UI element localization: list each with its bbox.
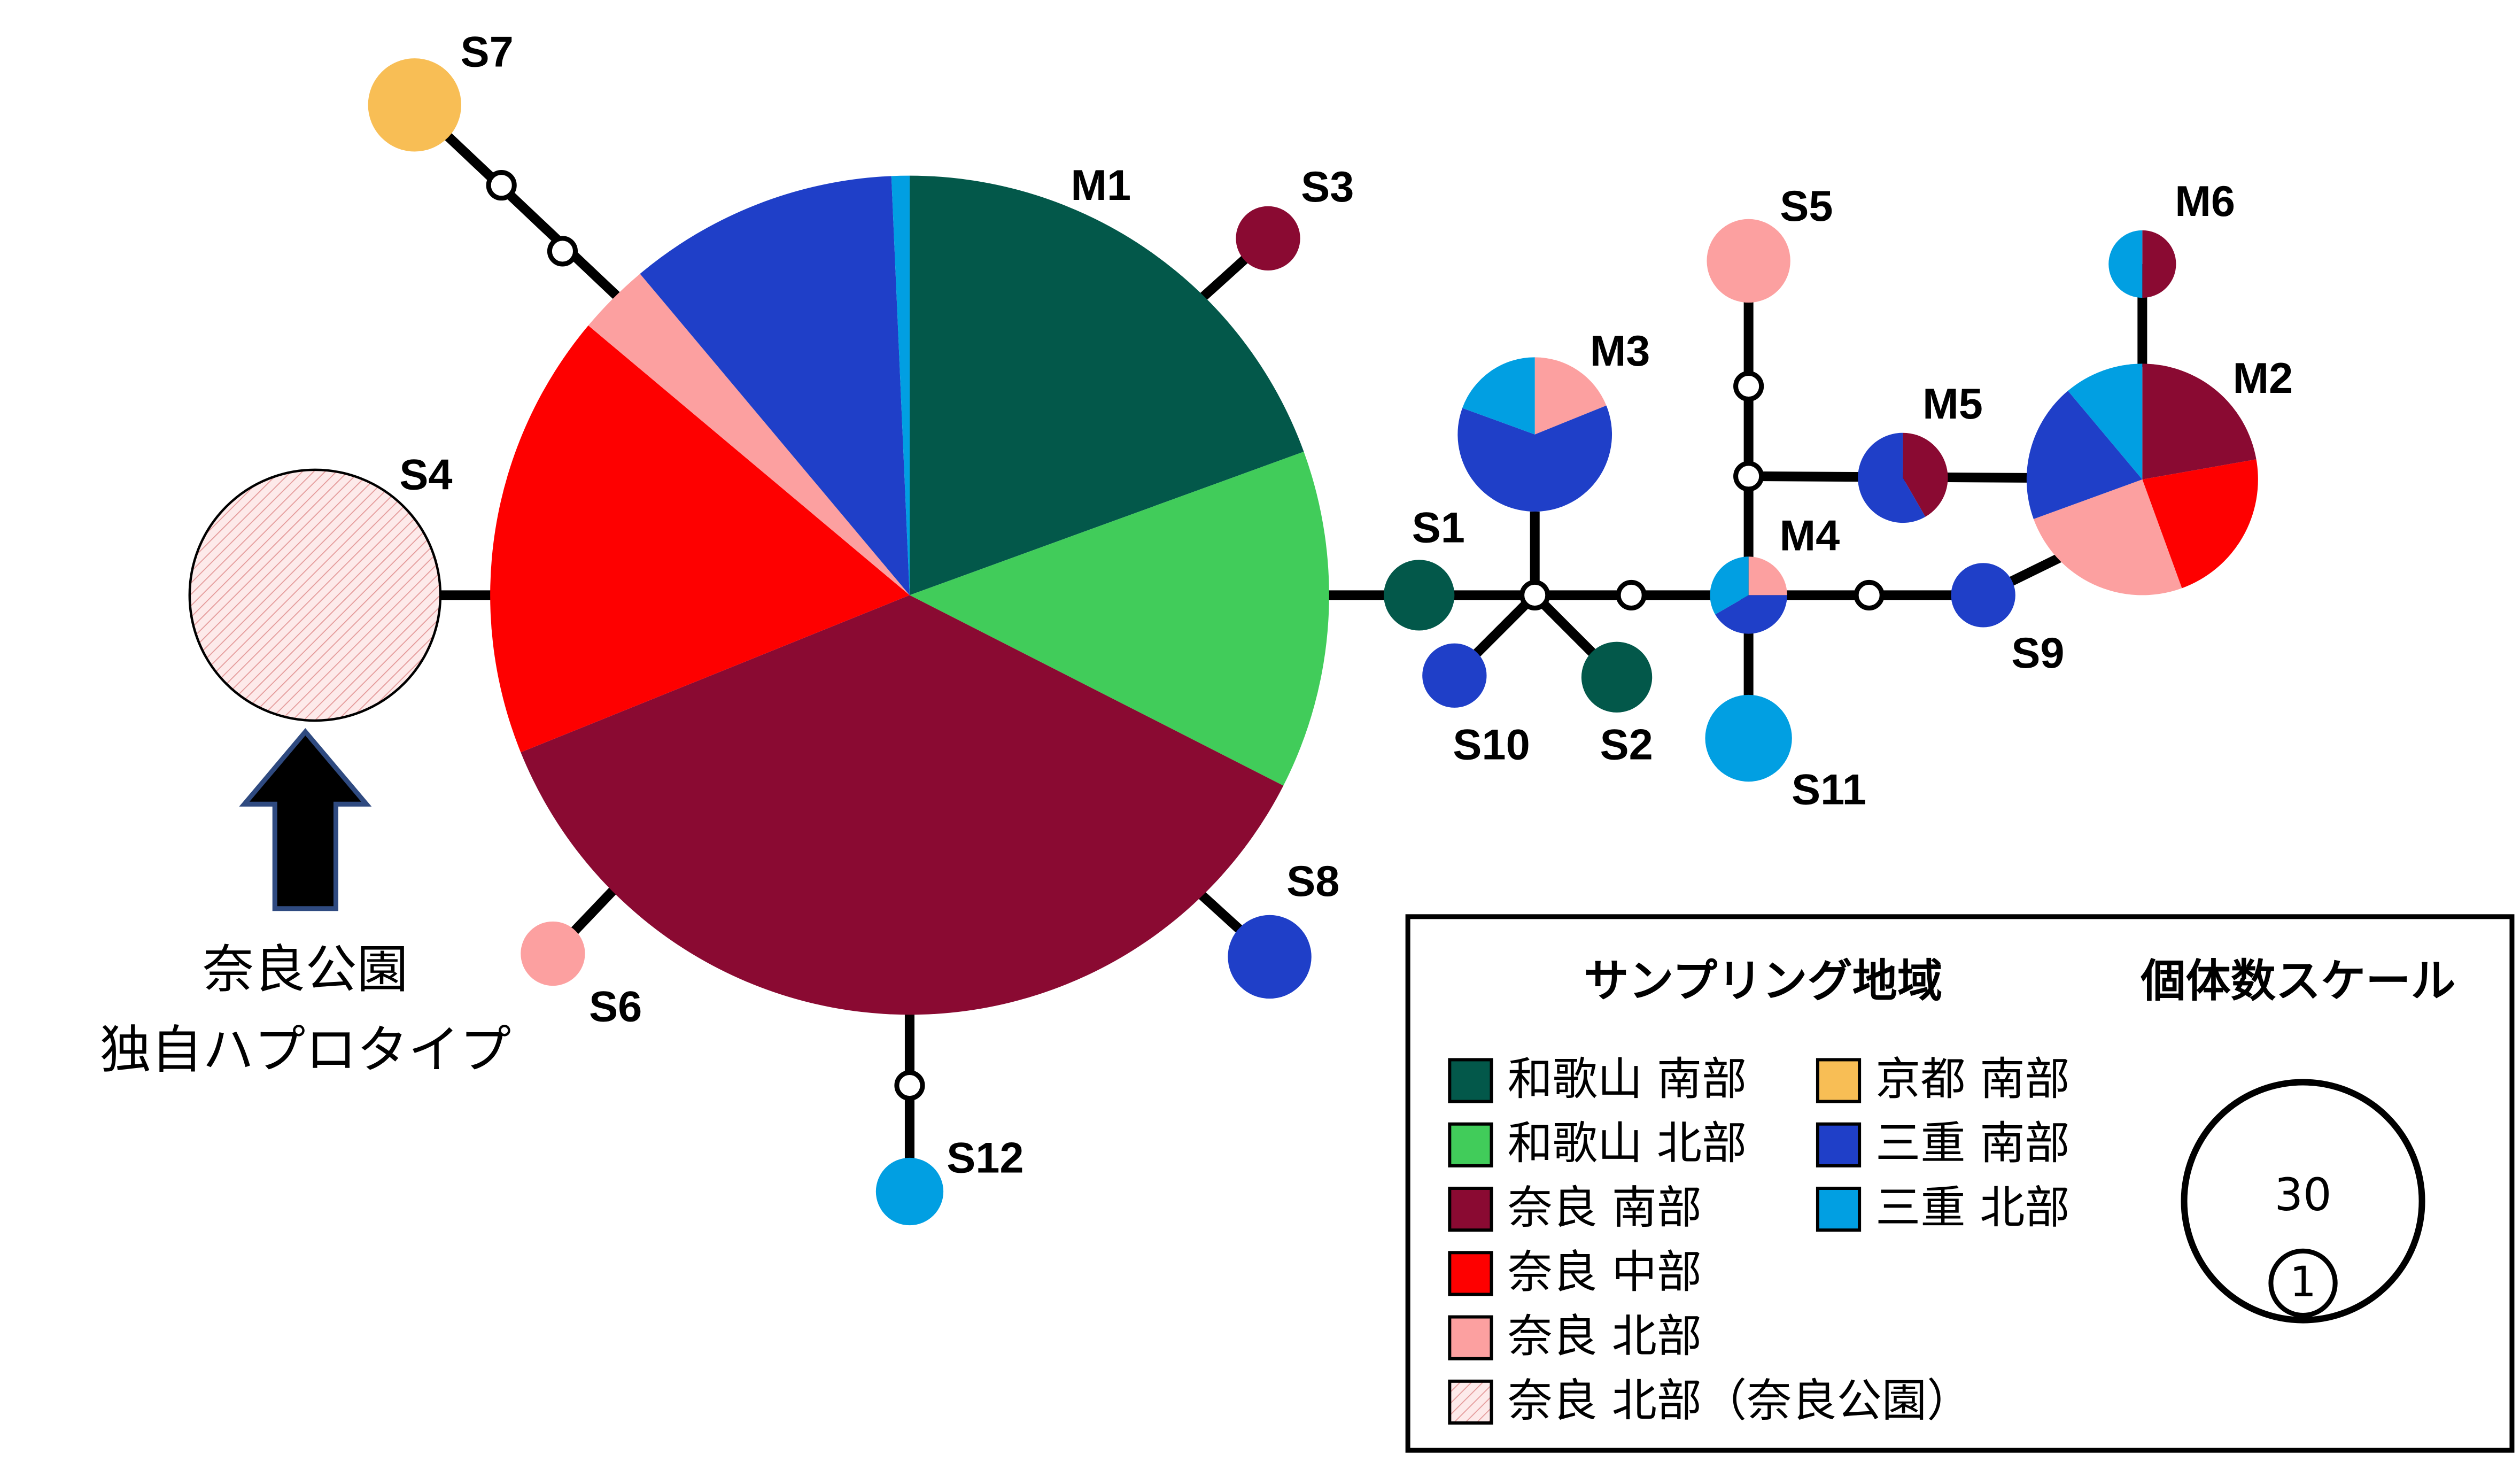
pie-slice: [640, 176, 910, 595]
node: [188, 468, 442, 722]
node-label: S7: [460, 28, 513, 76]
pie-slice: [1457, 405, 1612, 512]
node-label: M3: [1590, 327, 1650, 375]
pie-slice: [891, 175, 910, 595]
node-label: M5: [1922, 380, 1983, 428]
pie-slice: [521, 595, 1284, 1015]
pie-slice: [2033, 479, 2182, 595]
pie-slice: [2108, 230, 2143, 298]
node: [368, 58, 462, 152]
node-label: S8: [1286, 857, 1339, 906]
legend-label: 三重 北部: [1875, 1181, 2070, 1234]
arrow: [239, 728, 372, 911]
node: [1581, 641, 1653, 713]
node: [1236, 206, 1300, 270]
legend-swatch: [1816, 1186, 1862, 1232]
node-label: S2: [1600, 721, 1653, 769]
legend-label: 奈良 中部: [1508, 1246, 1702, 1298]
pie-slice: [588, 274, 910, 595]
legend-swatch: [1816, 1058, 1862, 1103]
scale-label: 1: [2290, 1258, 2316, 1306]
legend-label: 和歌山 南部: [1508, 1053, 1747, 1105]
scale-label: 30: [2274, 1169, 2331, 1221]
annotation-line: 奈良公園: [203, 939, 408, 999]
median-vertex: [486, 170, 517, 201]
node: [1384, 560, 1455, 631]
legend-label: 京都 南部: [1875, 1053, 2070, 1105]
node: [521, 921, 585, 986]
legend-label: 奈良 北部: [1508, 1310, 1702, 1363]
pie-slice: [2142, 459, 2258, 589]
node-label: S1: [1412, 504, 1465, 552]
median-vertex: [1733, 370, 1764, 402]
pie-slice: [2142, 363, 2257, 479]
node-label: S10: [1453, 721, 1530, 769]
median-vertex: [894, 1070, 925, 1101]
pie-slice: [490, 325, 910, 753]
legend-swatch: [1448, 1186, 1493, 1232]
node: [875, 1157, 944, 1226]
pie-slice: [1903, 432, 1948, 517]
node-label: S3: [1301, 163, 1354, 211]
node-label: S6: [589, 983, 642, 1031]
node-label: S12: [947, 1134, 1023, 1182]
pie-slice: [1462, 357, 1535, 435]
legend-swatch: [1448, 1251, 1493, 1296]
legend-swatch: [1448, 1315, 1493, 1360]
pie-slice: [2026, 391, 2143, 519]
node-label: S4: [399, 451, 452, 499]
pie-slice: [1534, 357, 1607, 435]
node: [1707, 219, 1790, 303]
scale-circle: [2268, 1248, 2338, 1318]
legend-swatch: [1448, 1379, 1493, 1425]
median-vertex: [1519, 579, 1550, 610]
median-vertex: [1616, 579, 1647, 610]
pie-slice: [909, 175, 1304, 595]
node: [1705, 694, 1792, 782]
node-label: M2: [2232, 354, 2293, 403]
edge: [411, 101, 622, 301]
nodes: M1 M2 M3 M4 M5 M6 S1 S2 S3 S4 S5 S6 S7 S8 S9 S10 S11 S12: [188, 28, 2293, 1226]
scale-title: 個体数スケール: [2140, 955, 2455, 1007]
node-label: S9: [2011, 629, 2064, 677]
legend-label: 三重 南部: [1875, 1117, 2070, 1170]
node: [1228, 915, 1312, 999]
pie-slice: [1710, 556, 1749, 615]
annotation-line: 独自ハプロタイプ: [99, 1020, 511, 1080]
legend-swatch: [1448, 1058, 1493, 1103]
legend-swatch: [1816, 1122, 1862, 1167]
legend-label: 和歌山 北部: [1508, 1117, 1747, 1170]
pie-slice: [2142, 230, 2176, 298]
scale-circle: [2181, 1079, 2425, 1324]
node-label: M1: [1071, 161, 1131, 210]
node-label: M4: [1780, 512, 1840, 560]
legend-swatch: [1448, 1122, 1493, 1167]
pie-slice: [2068, 363, 2143, 479]
pie-slice: [1858, 432, 1926, 523]
legend-label: 奈良 北部（奈良公園）: [1508, 1374, 1972, 1427]
pie-slice: [909, 451, 1329, 786]
node-label: S5: [1780, 182, 1833, 230]
legend-box: [1405, 914, 2515, 1453]
pie-slice: [1715, 595, 1787, 634]
median-vertex: [1854, 579, 1885, 610]
median-vertex: [1733, 461, 1764, 492]
node-label: M6: [2175, 177, 2235, 226]
pie-slice: [1748, 556, 1787, 595]
legend-label: 奈良 南部: [1508, 1181, 1702, 1234]
node-label: S11: [1792, 766, 1866, 814]
node: [1422, 643, 1487, 708]
median-vertex: [547, 236, 578, 267]
legend-title: サンプリング地域: [1584, 955, 1942, 1007]
node: [1951, 563, 2015, 628]
